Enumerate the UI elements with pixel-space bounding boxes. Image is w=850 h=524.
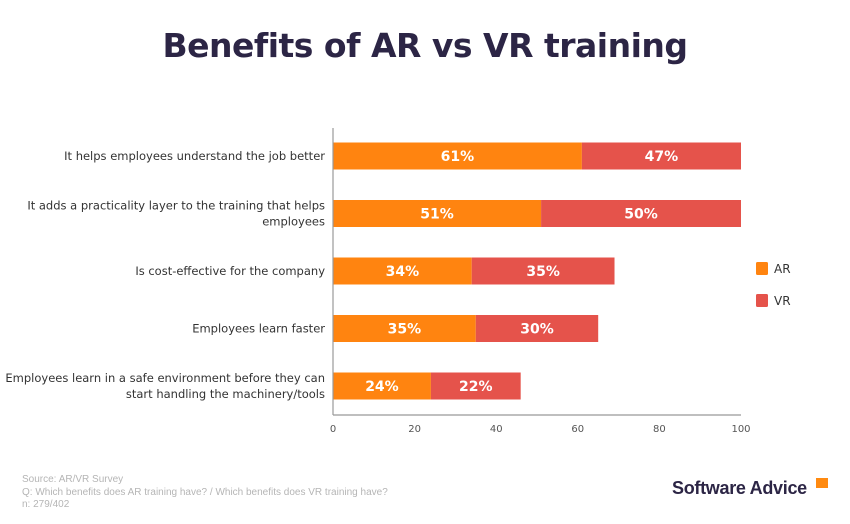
category-label: It helps employees understand the job be… — [64, 149, 325, 163]
data-label: 34% — [386, 264, 420, 280]
category-label: Employees learn faster — [192, 322, 325, 336]
x-tick-label: 60 — [571, 424, 584, 435]
data-label: 35% — [388, 322, 422, 338]
category-label: Is cost-effective for the company — [135, 264, 325, 278]
bar-vr — [581, 142, 741, 170]
category-label: start handling the machinery/tools — [126, 387, 325, 401]
legend-swatch-vr — [756, 294, 768, 307]
footer: Source: AR/VR Survey Q: Which benefits d… — [22, 474, 388, 512]
bar-vr — [541, 200, 741, 227]
data-label: 47% — [645, 149, 679, 165]
sample-size-note: n: 279/402 — [22, 499, 70, 510]
category-label: employees — [262, 215, 325, 229]
x-tick-label: 80 — [653, 424, 666, 435]
legend-swatch-ar — [756, 262, 768, 275]
category-label: Employees learn in a safe environment be… — [5, 371, 325, 385]
bar-ar — [333, 200, 542, 227]
source-note: Source: AR/VR Survey — [22, 474, 124, 485]
legend-label: AR — [774, 262, 791, 276]
category-label: It adds a practicality layer to the trai… — [27, 199, 325, 213]
x-tick-label: 100 — [731, 424, 750, 435]
bar-vr — [430, 372, 521, 400]
data-label: 51% — [420, 207, 454, 223]
data-label: 22% — [459, 379, 493, 395]
data-label: 30% — [520, 322, 554, 338]
software-advice-logo: Software Advice — [672, 478, 807, 498]
data-label: 35% — [526, 264, 560, 280]
bar-vr — [471, 257, 615, 285]
data-label: 61% — [441, 149, 475, 165]
x-tick-label: 0 — [330, 424, 336, 435]
data-label: 24% — [365, 379, 399, 395]
chart-title: Benefits of AR vs VR training — [162, 26, 688, 65]
legend-label: VR — [774, 294, 791, 308]
bar-ar — [333, 372, 431, 400]
bar-vr — [475, 315, 599, 342]
bar-ar — [333, 142, 582, 170]
x-tick-label: 40 — [490, 424, 503, 435]
x-tick-label: 20 — [408, 424, 421, 435]
question-note: Q: Which benefits does AR training have?… — [22, 486, 388, 498]
logo-speech-bubble-icon — [816, 478, 828, 488]
bar-ar — [333, 315, 476, 342]
bar-ar — [333, 257, 472, 285]
chart: 61% 47% It helps employees understand the … — [5, 128, 791, 435]
data-label: 50% — [624, 207, 658, 223]
